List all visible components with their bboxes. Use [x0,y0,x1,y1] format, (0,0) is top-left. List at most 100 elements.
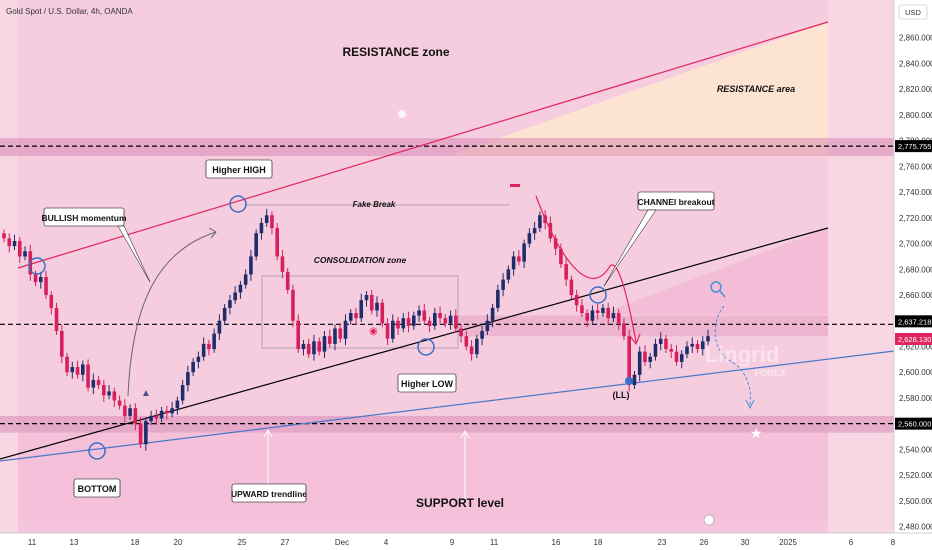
x-tick-label: 30 [741,538,750,547]
y-tick-label: 2,660.000 [899,291,932,300]
candle-body [191,361,195,373]
y-tick-label: 2,580.000 [899,394,932,403]
candle-body [91,379,96,388]
candle-body [443,318,448,324]
candle-body [128,408,132,416]
y-tick-label: 2,540.000 [899,445,932,454]
star-icon: ★ [750,425,763,441]
higher-low-callout: Higher LOW [397,373,457,393]
bullish-momentum-box [43,207,125,227]
price-tag-label: 2,628.130 [898,335,931,344]
candle-body [517,256,521,262]
consolidation-zone-label: CONSOLIDATION zone [314,255,407,265]
projection-path [535,195,637,343]
y-tick-label: 2,620.000 [899,342,932,351]
candle-body [38,277,43,283]
y-tick-label: 2,680.000 [899,265,932,274]
time-axis[interactable]: 11 13 18 20 25 27 Dec 4 9 11 16 18 23 26 30 2025 6 8 [28,538,896,547]
candle-body [102,385,106,396]
candle-body [485,320,490,332]
candle-body [464,336,469,347]
candle-body [553,238,558,249]
candle-body [637,351,642,375]
price-tag-label: 2,560.000 [898,420,931,429]
candle-body [312,341,316,355]
resistance-band [0,138,894,157]
y-tick-label: 2,480.000 [899,523,932,532]
x-tick-label: 2025 [779,538,797,547]
rocket-icon: ▲ [141,388,151,399]
higher-low-circle [417,338,435,356]
candle-body [207,343,211,350]
candle-body [333,328,337,344]
candle-body [138,423,143,445]
search-icon-handle [719,290,726,298]
candle-body [96,379,101,386]
price-tag [895,333,932,346]
candle-body [364,295,369,301]
consolidation-rect [261,275,459,349]
info-icon[interactable] [398,110,406,118]
candle-body [601,307,605,314]
x-tick-label: 25 [238,538,247,547]
price-axis-background [894,0,932,550]
currency-badge[interactable] [898,4,928,20]
candle-body [327,336,332,344]
x-tick-label: 18 [131,538,140,547]
candle-body [317,341,322,352]
candle-body [616,313,621,324]
candle-body [296,320,301,350]
candle-body [611,313,616,319]
candle-body [144,421,148,445]
candles-layer [2,208,710,451]
consolidation-box [261,275,459,349]
bullish-arrow-head [208,227,217,239]
candle-body [401,318,406,329]
x-tick-label: 27 [281,538,290,547]
lightning-icon[interactable] [703,514,715,526]
bottom-circle [88,442,106,460]
candle-body [574,295,579,306]
candle-body [2,233,6,239]
candle-body [490,307,495,321]
candle-body [459,328,463,337]
candle-body [643,351,647,362]
upper-channel-line [17,21,829,269]
candle-body [86,364,90,388]
bullish-momentum-pointer [117,225,151,283]
ll-point [625,377,633,385]
candle-body [627,336,631,386]
y-tick-label: 2,740.000 [899,188,932,197]
candle-body [385,323,390,339]
candle-body [648,356,653,362]
candle-body [233,292,237,301]
candle-body [81,364,85,375]
candle-body [159,410,164,419]
candle-body [527,233,532,244]
bullish-momentum-label: BULLISH momentum [42,213,127,223]
candle-body [658,338,663,344]
candle-body [685,346,689,355]
candle-body [201,343,206,357]
candle-body [117,400,122,406]
upward-trendline [0,350,895,462]
bottom-callout: BOTTOM [73,478,121,498]
x-tick-label: 8 [891,538,896,547]
candle-body [238,284,243,293]
higher-high-label: Higher HIGH [212,165,266,175]
x-tick-label: 18 [594,538,603,547]
y-tick-label: 2,500.000 [899,497,932,506]
candle-body [49,295,54,308]
y-tick-label: 2,700.000 [899,240,932,249]
channel-breakout-label: CHANNEl breakout [638,197,715,207]
consolidation-band [458,315,828,337]
x-tick-label: 11 [28,538,37,547]
candle-body [564,264,568,280]
candle-body [427,320,432,326]
candle-body [133,408,138,424]
candle-body [249,256,253,275]
price-tag [895,315,932,328]
candle-body [44,277,48,296]
